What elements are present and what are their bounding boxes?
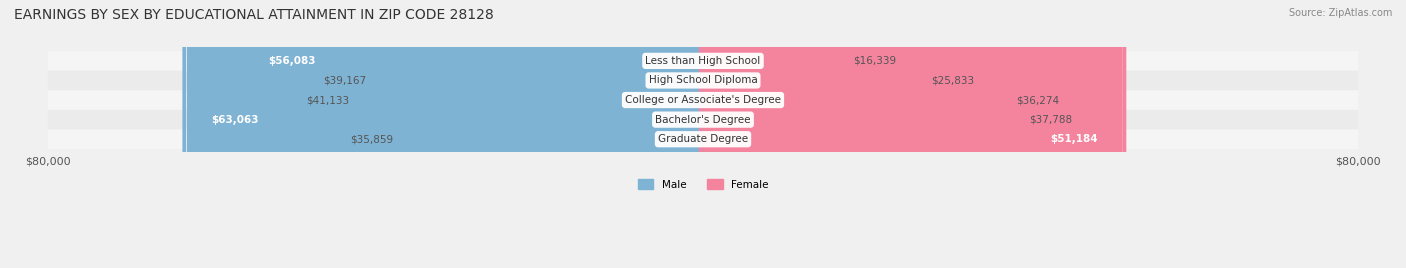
Text: Source: ZipAtlas.com: Source: ZipAtlas.com [1288, 8, 1392, 18]
FancyBboxPatch shape [361, 0, 707, 268]
Text: $63,063: $63,063 [211, 115, 259, 125]
FancyBboxPatch shape [378, 0, 707, 268]
Text: $35,859: $35,859 [350, 134, 392, 144]
Text: EARNINGS BY SEX BY EDUCATIONAL ATTAINMENT IN ZIP CODE 28128: EARNINGS BY SEX BY EDUCATIONAL ATTAINMEN… [14, 8, 494, 22]
Text: $37,788: $37,788 [1029, 115, 1071, 125]
Text: $41,133: $41,133 [307, 95, 350, 105]
Text: College or Associate's Degree: College or Associate's Degree [626, 95, 780, 105]
FancyBboxPatch shape [699, 0, 841, 268]
Text: High School Diploma: High School Diploma [648, 76, 758, 85]
FancyBboxPatch shape [48, 71, 1358, 90]
FancyBboxPatch shape [48, 90, 1358, 110]
FancyBboxPatch shape [239, 0, 707, 268]
Text: Graduate Degree: Graduate Degree [658, 134, 748, 144]
FancyBboxPatch shape [48, 51, 1358, 71]
FancyBboxPatch shape [48, 110, 1358, 129]
Text: $39,167: $39,167 [323, 76, 366, 85]
Text: $36,274: $36,274 [1017, 95, 1060, 105]
FancyBboxPatch shape [48, 129, 1358, 149]
Text: $25,833: $25,833 [931, 76, 974, 85]
Text: Bachelor's Degree: Bachelor's Degree [655, 115, 751, 125]
FancyBboxPatch shape [699, 0, 918, 268]
Text: $56,083: $56,083 [269, 56, 316, 66]
Text: Less than High School: Less than High School [645, 56, 761, 66]
FancyBboxPatch shape [405, 0, 707, 268]
FancyBboxPatch shape [699, 0, 1126, 268]
FancyBboxPatch shape [699, 0, 1004, 268]
Text: $51,184: $51,184 [1050, 134, 1098, 144]
Text: $16,339: $16,339 [853, 56, 897, 66]
Legend: Male, Female: Male, Female [633, 175, 773, 194]
FancyBboxPatch shape [183, 0, 707, 268]
FancyBboxPatch shape [699, 0, 1017, 268]
